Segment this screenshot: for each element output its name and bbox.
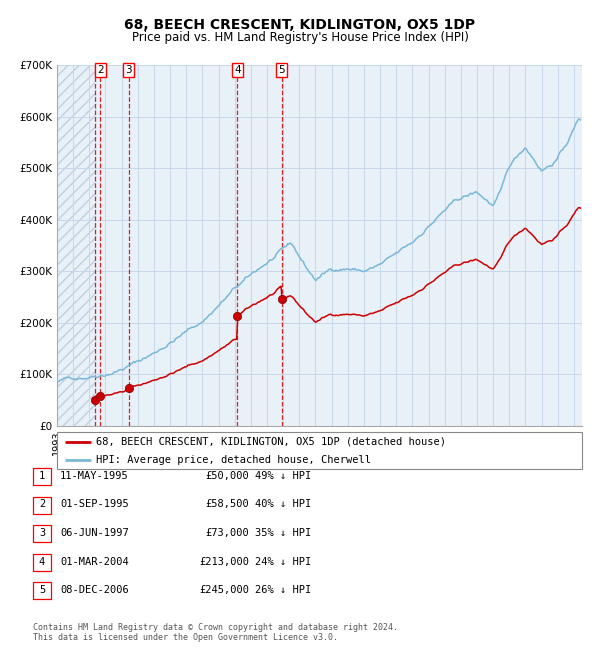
Text: 01-SEP-1995: 01-SEP-1995	[60, 499, 129, 510]
Text: 4: 4	[234, 65, 241, 75]
Text: 5: 5	[39, 585, 45, 595]
Text: 1: 1	[39, 471, 45, 481]
Text: 35% ↓ HPI: 35% ↓ HPI	[255, 528, 311, 538]
Text: 11-MAY-1995: 11-MAY-1995	[60, 471, 129, 481]
Text: 68, BEECH CRESCENT, KIDLINGTON, OX5 1DP (detached house): 68, BEECH CRESCENT, KIDLINGTON, OX5 1DP …	[97, 437, 446, 447]
Text: Price paid vs. HM Land Registry's House Price Index (HPI): Price paid vs. HM Land Registry's House …	[131, 31, 469, 44]
Text: 2: 2	[39, 499, 45, 510]
Text: 24% ↓ HPI: 24% ↓ HPI	[255, 556, 311, 567]
Text: 68, BEECH CRESCENT, KIDLINGTON, OX5 1DP: 68, BEECH CRESCENT, KIDLINGTON, OX5 1DP	[124, 18, 476, 32]
Text: 26% ↓ HPI: 26% ↓ HPI	[255, 585, 311, 595]
Text: £213,000: £213,000	[199, 556, 249, 567]
Text: HPI: Average price, detached house, Cherwell: HPI: Average price, detached house, Cher…	[97, 455, 371, 465]
Text: £50,000: £50,000	[205, 471, 249, 481]
Text: 3: 3	[125, 65, 132, 75]
Text: 5: 5	[278, 65, 285, 75]
Text: 3: 3	[39, 528, 45, 538]
Text: £58,500: £58,500	[205, 499, 249, 510]
Text: 08-DEC-2006: 08-DEC-2006	[60, 585, 129, 595]
Text: 49% ↓ HPI: 49% ↓ HPI	[255, 471, 311, 481]
Text: 06-JUN-1997: 06-JUN-1997	[60, 528, 129, 538]
Text: 40% ↓ HPI: 40% ↓ HPI	[255, 499, 311, 510]
Text: 2: 2	[97, 65, 103, 75]
Text: £245,000: £245,000	[199, 585, 249, 595]
Text: Contains HM Land Registry data © Crown copyright and database right 2024.
This d: Contains HM Land Registry data © Crown c…	[33, 623, 398, 642]
FancyBboxPatch shape	[57, 432, 582, 469]
Text: £73,000: £73,000	[205, 528, 249, 538]
Text: 01-MAR-2004: 01-MAR-2004	[60, 556, 129, 567]
Text: 4: 4	[39, 556, 45, 567]
